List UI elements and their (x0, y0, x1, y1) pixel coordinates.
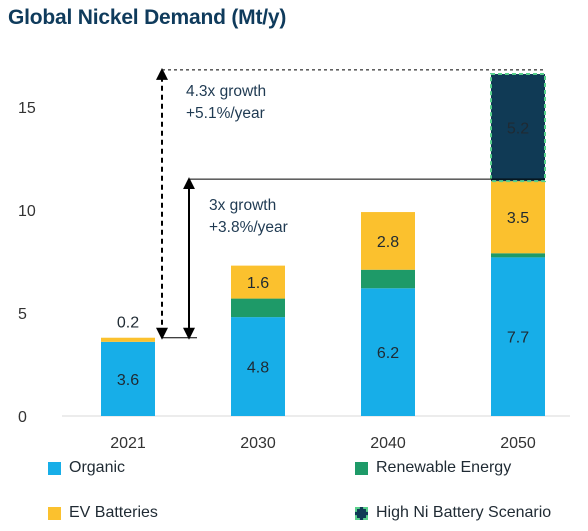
bar-segment (361, 212, 415, 270)
x-tick-label: 2030 (240, 435, 276, 452)
bar-segment (231, 317, 285, 416)
bar-segment (491, 253, 545, 258)
bar-segment (231, 265, 285, 299)
data-label: 4.8 (247, 360, 269, 377)
data-label: 3.6 (117, 372, 139, 389)
data-label: 7.7 (507, 330, 529, 347)
bar-segment (101, 337, 155, 342)
data-label: 6.2 (377, 345, 399, 362)
bar-segment (361, 288, 415, 416)
x-tick-label: 2050 (500, 435, 536, 452)
annotation-text: 3x growth (209, 197, 276, 214)
data-label: 2.8 (377, 234, 399, 251)
x-tick-label: 2040 (370, 435, 406, 452)
bar-segment (101, 341, 155, 416)
bar-segment (491, 257, 545, 416)
annotation-text: +3.8%/year (209, 219, 288, 236)
bar-segment (490, 73, 546, 183)
annotation-text: +5.1%/year (186, 105, 265, 122)
y-tick-label: 5 (18, 306, 27, 323)
y-tick-label: 0 (18, 409, 27, 426)
x-tick-label: 2021 (110, 435, 146, 452)
annotation-text: 4.3x growth (186, 83, 266, 100)
bar-segment (361, 269, 415, 289)
bar-segment (491, 181, 545, 254)
y-tick-label: 15 (18, 100, 36, 117)
data-label: 3.5 (507, 210, 529, 227)
data-label: 5.2 (507, 121, 529, 138)
chart-title: Global Nickel Demand (Mt/y) (8, 6, 287, 29)
data-label: 0.2 (117, 315, 139, 332)
data-label: 1.6 (247, 275, 269, 292)
y-tick-label: 10 (18, 203, 36, 220)
bar-segment (231, 298, 285, 318)
